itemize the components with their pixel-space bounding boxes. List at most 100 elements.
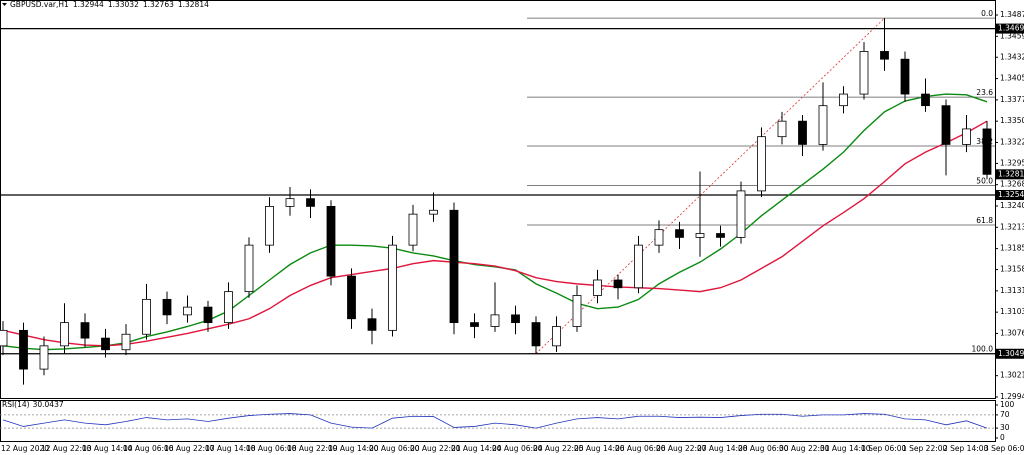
y-tick-label: 1.29940 [1000,392,1024,401]
y-tick-label: 1.30760 [1000,328,1024,337]
candle-body [962,128,971,145]
x-tick-label: 26 Aug 06:00 [615,444,666,453]
candle-body [593,279,602,296]
level-tag [996,190,1024,201]
candle-body [285,198,295,207]
fib-label: 23.6 [976,88,993,97]
fib-label: 50.0 [976,176,993,185]
price-tag [996,169,1024,180]
x-tick-label: 21 Aug 14:00 [451,444,502,453]
rsi-header: RSI(14) 30.0437 [2,400,64,409]
candle-body [306,198,315,207]
candle-body [511,314,520,324]
y-tick-label: 1.34325 [1000,52,1024,61]
x-tick-label: 2 Sep 14:00 [943,444,989,453]
candle-body [449,209,459,324]
y-tick-label: 1.32130 [1000,222,1024,231]
x-tick-label: 24 Aug 22:00 [533,444,584,453]
candle-body [265,205,274,246]
quote-value: 1.32944 [73,0,104,9]
rsi-tick-label: 0 [1000,433,1005,442]
candle-body [798,120,807,145]
candle-body [716,233,725,238]
x-tick-label: 19 Aug 14:00 [328,444,379,453]
candle-body [757,136,766,192]
candle-body [777,120,787,138]
candle-body [326,205,336,277]
candle-body [736,190,746,238]
candle-body [900,58,910,95]
x-tick-label: 24 Aug 06:00 [492,444,543,453]
y-tick-label: 1.32955 [1000,158,1024,167]
menu-triangle[interactable] [2,3,7,6]
candle-body [859,51,869,95]
rsi-tick-label: 30 [1000,423,1010,432]
x-tick-label: 12 Aug 22:00 [41,444,92,453]
labels: 1.34870 1.34595 1.34325 1.34050 1.33775 1.335… [1,10,1024,453]
y-tick-label: 1.31585 [1000,265,1024,274]
price-tag-label: 1.32814 [998,169,1024,178]
quote-value: 1.32763 [143,0,174,9]
candle-body [19,329,28,370]
level-tag-label: 1.30498 [998,349,1024,358]
candle-body [347,275,356,320]
candle-body [470,322,479,327]
candle-body [408,213,418,246]
candle-body [880,51,889,60]
quote-value: 1.32814 [178,0,209,9]
x-tick-label: 27 Aug 14:00 [697,444,748,453]
price-panel [0,0,996,399]
candle-body [552,326,561,347]
candle-body [982,128,992,175]
candle-body [183,306,192,316]
candle-body [921,93,930,107]
fib-trendline [535,17,885,354]
y-tick-label: 1.31035 [1000,307,1024,316]
rsi-panel [0,400,996,442]
x-tick-label: 14 Aug 06:00 [123,444,174,453]
x-tick-label: 30 Aug 22:00 [779,444,830,453]
fib-label: 61.8 [976,216,993,225]
chart-header: GBPUSD.var,H1 1.32944 1.33032 1.32763 1.3281… [10,0,209,9]
candle-body [121,333,131,351]
rsi-value: 30.0437 [33,400,64,409]
candle-body [613,279,623,289]
y-tick-label: 1.30215 [1000,371,1024,380]
y-tick-label: 1.34870 [1000,10,1024,19]
candle-body [634,244,643,289]
candle-body [388,244,397,331]
level-tag [996,23,1024,34]
candle-body [572,295,582,327]
candle-body [0,329,8,347]
x-tick-label: 3 Sep 06:00 [984,444,1024,453]
fib-label: 100.0 [972,345,994,354]
x-tick-label: 26 Aug 22:00 [656,444,707,453]
candle-body [101,337,110,351]
y-tick-label: 1.32405 [1000,201,1024,210]
moving-average [2,120,988,347]
rsi-title: RSI(14) [2,400,30,409]
x-tick-label: 1 Sep 22:00 [902,444,948,453]
x-tick-label: 18 Aug 06:00 [246,444,297,453]
y-tick-label: 1.33500 [1000,116,1024,125]
candle-body [675,229,684,238]
candle-body [244,244,254,293]
x-tick-label: 20 Aug 22:00 [410,444,461,453]
candle-body [142,298,151,335]
candle-body [367,318,377,331]
x-tick-label: 25 Aug 14:00 [574,444,625,453]
x-tick-label: 28 Aug 06:00 [738,444,789,453]
candles [0,18,992,429]
candle-body [203,306,213,324]
level-tag-label: 1.32547 [998,190,1024,199]
y-tick-label: 1.32680 [1000,180,1024,189]
symbol: GBPUSD.var,H1 [10,0,69,9]
y-tick-label: 1.31855 [1000,244,1024,253]
x-tick-label: 13 Aug 14:00 [82,444,133,453]
rsi-tick-label: 100 [1000,400,1015,409]
y-tick-label: 1.33775 [1000,95,1024,104]
candle-body [224,291,233,324]
candle-body [818,105,828,145]
